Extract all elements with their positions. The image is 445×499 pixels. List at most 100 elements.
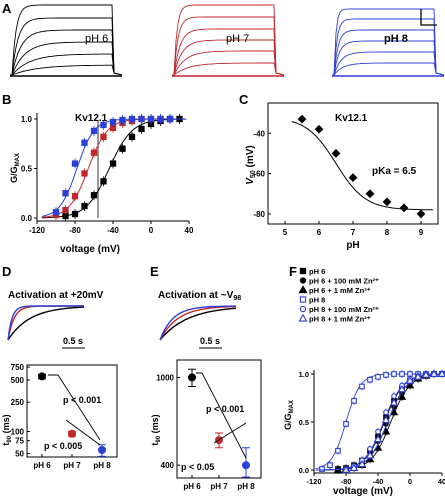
panel-d-ytick-label-3: 100 [11, 427, 25, 436]
panel-b-xtick-label-4: 40 [185, 226, 194, 235]
panel-f-point-5-8 [405, 376, 415, 384]
panel-d-p-upper: p < 0.001 [63, 395, 101, 405]
panel-f-chart: -120 -80 -40 0 40 0.0 0.5 1.0 [299, 369, 445, 486]
panel-e-trace-1 [159, 305, 236, 341]
panel-e-ytick-label-0: 1000 [156, 373, 174, 382]
panel-d-traces [7, 305, 84, 341]
panel-a-trace-0-0 [10, 4, 123, 76]
panel-e-xtick-label-1: pH 7 [210, 482, 228, 491]
panel-f-legend: pH 6pH 6 + 100 mM Zn²⁺pH 6 + 1 mM Zn²⁺pH… [298, 267, 379, 324]
panel-f-fit-0 [315, 373, 443, 471]
panel-c-xtick-label-0: 5 [283, 228, 288, 237]
panel-c-point-2 [331, 149, 341, 158]
panel-f-legend-label-4: pH 8 + 100 mM Zn²⁺ [309, 305, 379, 314]
panel-a-label-ph8: pH 8 [384, 33, 408, 45]
panel-f-point-5-12 [437, 369, 445, 377]
panel-a-label-ph7: pH 7 [226, 33, 249, 45]
panel-f-point-5-9 [413, 372, 423, 380]
panel-f-legend-marker-3 [299, 296, 307, 303]
panel-a-trace-2-4 [332, 51, 445, 76]
panel-f-fit-4 [315, 373, 443, 471]
panel-c-point-4 [365, 189, 375, 199]
panel-b-point-1-5 [100, 133, 107, 140]
panel-a-trace-1-0 [172, 4, 285, 76]
panel-b-point-1-3 [81, 170, 88, 177]
panel-a-trace-0-1 [10, 17, 123, 76]
panel-b-xtick-label-0: -120 [29, 226, 46, 235]
panel-e-xtick-label-0: pH 6 [183, 482, 201, 491]
panel-f-xtick-label-0: -120 [306, 477, 321, 486]
panel-d-ytick-label-2: 250 [11, 398, 25, 407]
panel-a-trace-2-5 [332, 62, 445, 76]
panel-b-point-2-9 [138, 115, 145, 123]
panel-f-legend-label-1: pH 6 + 100 mM Zn²⁺ [309, 277, 379, 286]
panel-d-point-2 [98, 446, 106, 455]
panel-b-point-2-5 [100, 121, 107, 129]
panel-b-fit-0 [41, 118, 187, 219]
panel-e-ytick-label-1: 400 [161, 461, 175, 470]
panel-b-xtick-label-1: -80 [69, 226, 81, 235]
panel-a-trace-1-3 [172, 39, 285, 76]
panel-f-point-5-0 [341, 465, 351, 473]
panel-b-point-2-10 [147, 115, 155, 123]
panel-b-point-0-2 [81, 202, 88, 210]
panel-f-fit-1 [315, 373, 443, 471]
panel-f-point-2-9 [405, 381, 415, 389]
panel-f-legend-label-5: pH 8 + 1 mM Zn²⁺ [309, 315, 371, 324]
panel-d-p-lower: p < 0.005 [44, 441, 82, 451]
panel-f-point-3-2 [335, 447, 341, 454]
panel-b-point-2-8 [128, 115, 136, 123]
panel-e-ylabel: t90 (ms) [150, 414, 162, 445]
panel-e-p-upper: p < 0.001 [206, 404, 244, 414]
panel-b-point-2-2 [71, 160, 79, 167]
panel-letter-f: F [289, 264, 297, 279]
panel-f-point-3-8 [383, 372, 389, 378]
panel-e-sig-line-0 [196, 372, 247, 459]
panel-a-trace-0-3 [10, 41, 123, 76]
panel-c-point-5 [382, 197, 392, 207]
panel-c-annotation: pKa = 6.5 [372, 166, 417, 177]
panel-f-point-3-1 [327, 462, 333, 469]
panel-b-point-0-3 [90, 192, 98, 199]
panel-c-fit [291, 121, 433, 211]
panel-f-ytick-label-1: 0.5 [299, 418, 309, 427]
panel-c-xtick-label-3: 8 [385, 228, 390, 237]
panel-f-point-3-4 [351, 398, 357, 404]
panel-f-point-5-5 [381, 415, 391, 423]
panel-a-trace-2-1 [332, 18, 445, 76]
panel-f-point-3-0 [319, 466, 325, 472]
panel-d-scale-label: 0.5 s [63, 336, 83, 346]
panel-d-sig-line-0 [48, 374, 101, 441]
panel-f-xtick-label-4: 40 [438, 477, 445, 486]
panel-f-point-3-3 [343, 421, 349, 427]
panel-d-ytick-label-5: 50 [15, 450, 24, 459]
panel-c-point-1 [314, 124, 324, 134]
panel-f-xtick-label-3: 0 [408, 477, 412, 486]
panel-e-trace-0 [159, 307, 236, 341]
panel-d-trace-0 [7, 306, 84, 341]
panel-e-point-2 [242, 461, 250, 470]
panel-b-point-1-1 [62, 206, 69, 214]
panel-d-xtick-label-0: pH 6 [33, 461, 51, 470]
panel-f-point-3-5 [359, 383, 365, 390]
panel-a-label-ph6: pH 6 [85, 33, 108, 45]
panel-b-point-0-4 [100, 178, 107, 185]
panel-f-legend-marker-4 [299, 305, 307, 313]
panel-b-point-2-4 [90, 127, 98, 135]
panel-f-point-5-6 [389, 398, 399, 406]
panel-f-point-5-11 [429, 369, 439, 377]
panel-e-scale-label: 0.5 s [200, 336, 220, 346]
panel-f-point-2-8 [397, 392, 407, 400]
panel-e-title: Activation at ~V98 [158, 290, 241, 302]
panel-f-legend-label-0: pH 6 [309, 267, 325, 276]
panel-f-point-4-3 [367, 446, 373, 452]
panel-c-xtick-label-2: 7 [351, 228, 356, 237]
panel-b-point-2-1 [62, 190, 69, 197]
panel-c-xtick-label-4: 9 [419, 228, 424, 237]
panel-d-ytick-label-0: 750 [11, 363, 25, 372]
panel-f-xlabel: voltage (mV) [333, 486, 393, 497]
panel-e-traces [159, 305, 236, 341]
panel-f-legend-marker-5 [298, 313, 308, 322]
panel-b-ytick-label-2: 1.0 [21, 115, 33, 124]
